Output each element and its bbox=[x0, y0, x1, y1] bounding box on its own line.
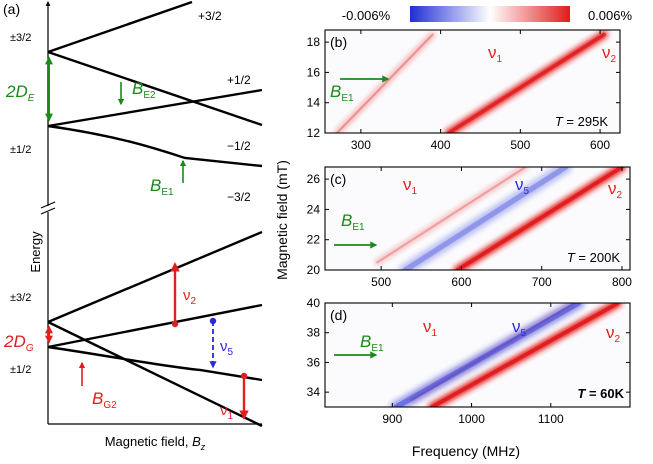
y-tick-label: 38 bbox=[307, 326, 321, 340]
transition-label-v2: ν2 bbox=[183, 287, 197, 307]
level-minus-3-2-upper bbox=[47, 50, 263, 127]
trace-annotation: ν2 bbox=[602, 43, 617, 65]
panel-a: (a) Energy Magnetic field, Bz +3/2 +1/2 … bbox=[3, 0, 263, 452]
panel-label: (b) bbox=[330, 34, 347, 50]
heatmap-panel: 300 400 500 600 12 14 16 18 (b) ν1 ν2 BE1 T = 295K bbox=[307, 29, 621, 152]
transition-origin-v1 bbox=[240, 372, 248, 380]
transition-label-v1: ν1 bbox=[220, 402, 234, 422]
heatmap-frame bbox=[324, 166, 631, 271]
y-tick-label: 40 bbox=[307, 296, 321, 310]
axis-break-gap bbox=[42, 206, 54, 212]
transition-origin-v5 bbox=[209, 317, 217, 325]
x-tick-label: 500 bbox=[371, 275, 391, 289]
resonance-trace-core bbox=[402, 167, 569, 270]
splitting-label-dg: 2DG bbox=[3, 332, 34, 354]
level-minus-1-2 bbox=[47, 124, 263, 168]
x-tick-label: 900 bbox=[382, 412, 402, 426]
y-tick-label: 18 bbox=[307, 35, 321, 49]
panel-label: (d) bbox=[330, 307, 347, 323]
x-tick-label: 1000 bbox=[458, 412, 485, 426]
trace-annotation: ν1 bbox=[403, 175, 418, 197]
state-label: ±3/2 bbox=[10, 292, 31, 304]
temperature-label: T = 200K bbox=[567, 250, 620, 265]
resonance-trace bbox=[399, 167, 572, 270]
level-label: +1/2 bbox=[227, 73, 251, 87]
heatmap-frame bbox=[324, 302, 631, 408]
field-axis-label: Magnetic field, Bz bbox=[105, 434, 206, 452]
trace-annotation: ν2 bbox=[608, 179, 623, 201]
resonance-trace-core bbox=[430, 303, 620, 407]
trace-annotation: ν5 bbox=[515, 175, 530, 197]
level-minus-1-2-lower bbox=[47, 345, 263, 382]
state-label: ±1/2 bbox=[10, 364, 31, 376]
shared-y-axis-label: Magnetic field (mT) bbox=[274, 160, 290, 280]
crossing-label-be2: BE2 bbox=[132, 79, 156, 101]
colorbar-min-label: -0.006% bbox=[342, 8, 391, 23]
heatmap-panel: 900 1000 1100 34 36 38 40 (d) ν1 ν5 ν2 BE1 T = 60K bbox=[307, 296, 631, 426]
y-tick-label: 14 bbox=[307, 96, 321, 110]
trace-annotation: ν5 bbox=[512, 317, 527, 339]
y-tick-label: 22 bbox=[307, 233, 321, 247]
level-plus-1-2 bbox=[47, 88, 263, 128]
level-label: −1/2 bbox=[227, 139, 251, 153]
resonance-trace-core bbox=[376, 167, 527, 264]
trace-annotation: ν1 bbox=[488, 43, 503, 65]
y-tick-label: 34 bbox=[307, 385, 321, 399]
x-tick-label: 600 bbox=[590, 138, 610, 152]
x-tick-label: 500 bbox=[510, 138, 530, 152]
trace-annotation: ν2 bbox=[606, 323, 621, 345]
x-tick-label: 1100 bbox=[538, 412, 564, 426]
trace-annotation: BE1 bbox=[360, 332, 384, 354]
trace-annotation: BE1 bbox=[330, 82, 354, 104]
state-label: ±3/2 bbox=[10, 32, 31, 44]
temperature-label: T = 60K bbox=[577, 386, 624, 401]
panel-label: (c) bbox=[330, 171, 346, 187]
x-tick-label: 400 bbox=[431, 138, 451, 152]
y-tick-label: 26 bbox=[307, 172, 321, 186]
crossing-label-bg2: BG2 bbox=[92, 389, 117, 411]
trace-annotation: BE1 bbox=[341, 211, 365, 233]
colorbar: -0.006% 0.006% bbox=[342, 6, 633, 23]
y-tick-label: 16 bbox=[307, 65, 321, 79]
heatmap-panel: 500 600 700 800 20 22 24 26 (c) ν1 ν5 ν2 BE1 T = 200K bbox=[307, 166, 632, 289]
level-label: +3/2 bbox=[198, 9, 222, 23]
level-label: −3/2 bbox=[227, 190, 251, 204]
colorbar-max-label: 0.006% bbox=[588, 8, 633, 23]
heatmap-panels: 300 400 500 600 12 14 16 18 (b) ν1 ν2 BE1 T = 295K 50… bbox=[307, 29, 632, 426]
level-plus-1-2-lower bbox=[47, 303, 263, 349]
y-tick-label: 36 bbox=[307, 355, 321, 369]
panel-a-label: (a) bbox=[3, 1, 20, 17]
transition-origin-v2 bbox=[171, 320, 179, 328]
x-tick-label: 700 bbox=[532, 275, 552, 289]
resonance-trace bbox=[374, 167, 529, 265]
temperature-label: T = 295K bbox=[555, 114, 608, 129]
state-label: ±1/2 bbox=[10, 144, 31, 156]
heatmap-frame bbox=[324, 29, 621, 134]
y-tick-label: 20 bbox=[307, 263, 321, 277]
x-tick-label: 600 bbox=[451, 275, 471, 289]
trace-annotation: ν1 bbox=[423, 317, 438, 339]
resonance-trace-core bbox=[446, 32, 606, 133]
axis-break-mark bbox=[40, 201, 56, 209]
resonance-trace-core bbox=[455, 167, 624, 270]
y-tick-label: 24 bbox=[307, 202, 321, 216]
axis-break-mark bbox=[40, 207, 56, 215]
splitting-label-de: 2DE bbox=[5, 82, 35, 104]
level-plus-3-2 bbox=[47, 0, 193, 54]
resonance-trace-core bbox=[393, 303, 582, 407]
transition-label-v5: ν5 bbox=[220, 338, 234, 358]
colorbar-gradient bbox=[410, 6, 570, 22]
shared-x-axis-label: Frequency (MHz) bbox=[412, 443, 520, 459]
y-tick-label: 12 bbox=[307, 126, 321, 140]
resonance-trace bbox=[334, 32, 436, 133]
resonance-trace bbox=[390, 303, 585, 407]
energy-axis-label: Energy bbox=[28, 231, 43, 273]
x-tick-label: 800 bbox=[612, 275, 632, 289]
crossing-label-be1: BE1 bbox=[150, 176, 174, 198]
x-tick-label: 300 bbox=[351, 138, 371, 152]
level-plus-3-2-lower bbox=[47, 230, 263, 324]
resonance-trace-core bbox=[335, 33, 434, 133]
